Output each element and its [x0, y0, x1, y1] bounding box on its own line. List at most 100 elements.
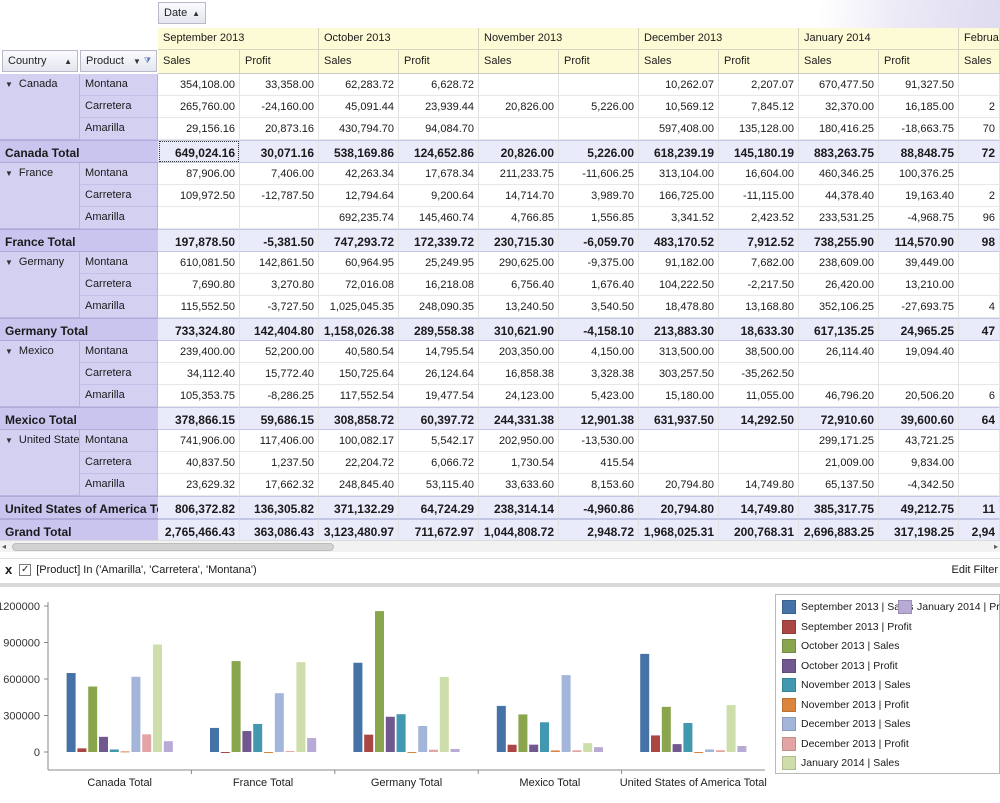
- data-cell[interactable]: 52,200.00: [240, 341, 319, 363]
- measure-header[interactable]: Sales: [319, 50, 399, 74]
- data-cell[interactable]: 64,724.29: [399, 496, 479, 519]
- data-cell[interactable]: 19,094.40: [879, 341, 959, 363]
- data-cell[interactable]: 44,378.40: [799, 185, 879, 207]
- data-cell[interactable]: 94,084.70: [399, 118, 479, 140]
- data-cell[interactable]: [719, 430, 799, 452]
- collapse-icon[interactable]: ▼: [5, 258, 13, 267]
- data-cell[interactable]: 460,346.25: [799, 163, 879, 185]
- data-cell[interactable]: [559, 118, 639, 140]
- data-cell[interactable]: 3,540.50: [559, 296, 639, 318]
- data-cell[interactable]: 24,123.00: [479, 385, 559, 407]
- data-cell[interactable]: 91,327.50: [879, 74, 959, 96]
- data-cell[interactable]: 19,477.54: [399, 385, 479, 407]
- data-cell[interactable]: 40,580.54: [319, 341, 399, 363]
- data-cell[interactable]: 26,124.64: [399, 363, 479, 385]
- product-row-header[interactable]: Amarilla: [80, 207, 158, 229]
- data-cell[interactable]: 19,163.40: [879, 185, 959, 207]
- data-cell[interactable]: [559, 74, 639, 96]
- data-cell[interactable]: 733,324.80: [158, 318, 240, 341]
- scroll-left-icon[interactable]: ◂: [2, 542, 7, 551]
- data-cell[interactable]: 32,370.00: [799, 96, 879, 118]
- data-cell[interactable]: [959, 430, 1000, 452]
- data-cell[interactable]: -5,381.50: [240, 229, 319, 252]
- data-cell[interactable]: 3,989.70: [559, 185, 639, 207]
- data-cell[interactable]: 238,314.14: [479, 496, 559, 519]
- data-cell[interactable]: 10,569.12: [639, 96, 719, 118]
- data-cell[interactable]: 239,400.00: [158, 341, 240, 363]
- data-cell[interactable]: 46,796.20: [799, 385, 879, 407]
- product-row-header[interactable]: Carretera: [80, 185, 158, 207]
- data-cell[interactable]: 265,760.00: [158, 96, 240, 118]
- data-cell[interactable]: 42,263.34: [319, 163, 399, 185]
- data-cell[interactable]: [639, 452, 719, 474]
- data-cell[interactable]: 747,293.72: [319, 229, 399, 252]
- data-cell[interactable]: 14,795.54: [399, 341, 479, 363]
- data-cell[interactable]: [959, 274, 1000, 296]
- data-cell[interactable]: -35,262.50: [719, 363, 799, 385]
- data-cell[interactable]: 114,570.90: [879, 229, 959, 252]
- data-cell[interactable]: 430,794.70: [319, 118, 399, 140]
- data-cell[interactable]: [240, 207, 319, 229]
- data-cell[interactable]: 45,091.44: [319, 96, 399, 118]
- data-cell[interactable]: 6: [959, 385, 1000, 407]
- data-cell[interactable]: 7,912.52: [719, 229, 799, 252]
- data-cell[interactable]: 5,226.00: [559, 140, 639, 163]
- data-cell[interactable]: -11,606.25: [559, 163, 639, 185]
- data-cell[interactable]: 135,128.00: [719, 118, 799, 140]
- product-row-header[interactable]: Carretera: [80, 96, 158, 118]
- data-cell[interactable]: 711,672.97: [399, 519, 479, 540]
- data-cell[interactable]: 59,686.15: [240, 407, 319, 430]
- data-cell[interactable]: 12,901.38: [559, 407, 639, 430]
- clear-filter-icon[interactable]: x: [5, 562, 13, 577]
- product-row-header[interactable]: Carretera: [80, 274, 158, 296]
- month-header[interactable]: October 2013: [319, 28, 479, 50]
- data-cell[interactable]: 47: [959, 318, 1000, 341]
- data-cell[interactable]: -24,160.00: [240, 96, 319, 118]
- data-cell[interactable]: 354,108.00: [158, 74, 240, 96]
- measure-header[interactable]: Profit: [240, 50, 319, 74]
- data-cell[interactable]: 100,376.25: [879, 163, 959, 185]
- data-cell[interactable]: 6,066.72: [399, 452, 479, 474]
- data-cell[interactable]: 211,233.75: [479, 163, 559, 185]
- data-cell[interactable]: 9,200.64: [399, 185, 479, 207]
- data-cell[interactable]: 1,676.40: [559, 274, 639, 296]
- month-header[interactable]: September 2013: [158, 28, 319, 50]
- data-cell[interactable]: 98: [959, 229, 1000, 252]
- data-cell[interactable]: 142,404.80: [240, 318, 319, 341]
- data-cell[interactable]: 145,460.74: [399, 207, 479, 229]
- data-cell[interactable]: 9,834.00: [879, 452, 959, 474]
- data-cell[interactable]: 15,180.00: [639, 385, 719, 407]
- splitter[interactable]: [0, 583, 1000, 587]
- data-cell[interactable]: 105,353.75: [158, 385, 240, 407]
- legend-item[interactable]: November 2013 | Sales: [782, 677, 911, 693]
- legend-item[interactable]: November 2013 | Profit: [782, 697, 909, 713]
- data-cell[interactable]: 313,500.00: [639, 341, 719, 363]
- data-cell[interactable]: 1,158,026.38: [319, 318, 399, 341]
- data-cell[interactable]: 5,226.00: [559, 96, 639, 118]
- data-cell[interactable]: 18,478.80: [639, 296, 719, 318]
- data-cell[interactable]: 72: [959, 140, 1000, 163]
- data-cell[interactable]: 166,725.00: [639, 185, 719, 207]
- product-row-header[interactable]: Amarilla: [80, 385, 158, 407]
- data-cell[interactable]: 33,633.60: [479, 474, 559, 496]
- product-row-header[interactable]: Montana: [80, 74, 158, 96]
- data-cell[interactable]: 230,715.30: [479, 229, 559, 252]
- data-cell[interactable]: 299,171.25: [799, 430, 879, 452]
- data-cell[interactable]: 20,826.00: [479, 96, 559, 118]
- data-cell[interactable]: 2,423.52: [719, 207, 799, 229]
- data-cell[interactable]: 117,552.54: [319, 385, 399, 407]
- data-cell[interactable]: 150,725.64: [319, 363, 399, 385]
- data-cell[interactable]: 5,542.17: [399, 430, 479, 452]
- data-cell[interactable]: 23,939.44: [399, 96, 479, 118]
- data-cell[interactable]: 33,358.00: [240, 74, 319, 96]
- data-cell[interactable]: 741,906.00: [158, 430, 240, 452]
- data-cell[interactable]: 5,423.00: [559, 385, 639, 407]
- data-cell[interactable]: 26,114.40: [799, 341, 879, 363]
- data-cell[interactable]: 290,625.00: [479, 252, 559, 274]
- data-cell[interactable]: 7,682.00: [719, 252, 799, 274]
- data-cell[interactable]: 4,766.85: [479, 207, 559, 229]
- data-cell[interactable]: -27,693.75: [879, 296, 959, 318]
- data-cell[interactable]: 72,016.08: [319, 274, 399, 296]
- legend-item[interactable]: September 2013 | Sales: [782, 599, 913, 615]
- data-cell[interactable]: 14,749.80: [719, 496, 799, 519]
